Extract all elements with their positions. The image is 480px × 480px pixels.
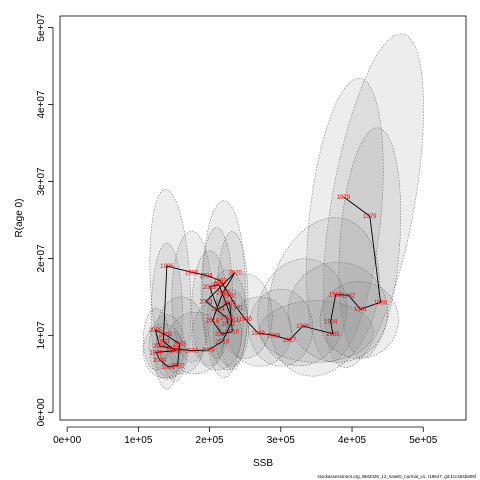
year-label-2002: 2002 [171,363,185,369]
year-label-2009: 2009 [201,348,215,354]
year-label-1992: 1992 [223,293,237,299]
year-label-1980: 1980 [374,300,388,306]
year-label-2020: 2020 [229,270,243,276]
confidence-ellipse-4 [257,258,347,367]
confidence-ellipse-0 [322,33,424,368]
confidence-ellipse-25 [259,300,374,363]
year-label-1997: 1997 [157,340,171,346]
y-axis-label: R(age 0) [14,199,25,238]
y-tick-label-0: 0e+00 [36,398,47,427]
confidence-ellipse-8 [217,273,273,359]
year-label-2003: 2003 [173,342,187,348]
confidence-ellipse-14 [200,227,233,359]
year-label-2007: 2007 [166,346,180,352]
year-label-1989: 1989 [251,331,265,337]
x-tick-label-4: 4e+05 [338,435,367,446]
confidence-ellipse-6 [248,288,314,367]
year-label-2015: 2015 [223,300,237,306]
confidence-ellipse-10 [150,242,183,390]
year-label-2000: 2000 [153,358,167,364]
year-label-1998: 1998 [169,349,183,355]
confidence-ellipse-9 [149,188,192,382]
year-label-2011: 2011 [226,318,240,324]
year-label-2019: 2019 [216,290,230,296]
year-label-1994: 1994 [199,273,213,279]
year-label-1999: 1999 [149,350,163,356]
x-tick-label-5: 5e+05 [409,435,438,446]
year-label-1982: 1982 [342,293,356,299]
year-label-1986: 1986 [296,324,310,330]
y-tick-label-4: 4e+07 [36,90,47,119]
year-label-2012: 2012 [212,283,226,289]
year-label-1991: 1991 [230,306,244,312]
year-label-1985: 1985 [326,332,340,338]
year-label-2018: 2018 [206,319,220,325]
year-label-2013: 2013 [203,285,217,291]
year-label-1987: 1987 [283,338,297,344]
sr-path-line [154,196,382,368]
year-label-1988: 1988 [267,333,281,339]
confidence-ellipse-3 [267,217,380,377]
x-tick-label-2: 2e+05 [196,435,225,446]
confidence-ellipse-11 [171,231,213,363]
y-tick-label-3: 3e+07 [36,167,47,196]
confidence-ellipse-20 [166,311,225,375]
year-label-1984: 1984 [324,320,338,326]
year-label-2022: 2022 [220,316,234,322]
year-label-2005: 2005 [149,328,163,334]
year-label-2021: 2021 [199,299,213,305]
year-label-2008: 2008 [185,349,199,355]
x-tick-label-1: 1e+05 [124,435,153,446]
confidence-ellipses [143,33,424,390]
confidence-ellipse-5 [287,261,388,363]
year-label-2016: 2016 [226,330,240,336]
axes: 0e+00 1e+05 2e+05 3e+05 4e+05 5e+05 0e+00 1e+07… [36,13,467,446]
confidence-ellipse-1 [306,77,384,362]
year-label-2017: 2017 [215,332,229,338]
year-label-1993: 1993 [214,279,228,285]
year-label-1978: 1978 [337,195,351,201]
y-tick-label-1: 1e+07 [36,321,47,350]
x-axis-label: SSB [253,458,273,469]
year-label-2023: 2023 [221,322,235,328]
year-label-2004: 2004 [159,333,173,339]
confidence-ellipse-18 [143,323,184,378]
time-series-path [154,196,382,368]
year-label-2010: 2010 [216,340,230,346]
year-label-1996: 1996 [160,264,174,270]
year-label-1995: 1995 [185,270,199,276]
confidence-ellipse-23 [143,308,170,371]
plot-frame [59,15,467,421]
year-label-1983: 1983 [329,293,343,299]
footnote: stockassessment.org, BM2026_12_newID_nor… [317,474,476,479]
confidence-ellipse-21 [191,300,242,371]
year-label-1979: 1979 [363,214,377,220]
x-tick-label-0: 0e+00 [53,435,82,446]
x-tick-label-3: 3e+05 [267,435,296,446]
year-label-2006: 2006 [153,344,167,350]
confidence-ellipse-26 [319,281,399,359]
y-tick-label-2: 2e+07 [36,244,47,273]
year-label-2014: 2014 [211,307,225,313]
confidence-ellipse-22 [155,296,207,375]
y-tick-label-5: 5e+07 [36,13,47,42]
year-label-2001: 2001 [162,365,176,371]
year-label-1990: 1990 [239,317,253,323]
year-label-1981: 1981 [354,307,368,313]
confidence-ellipse-24 [212,288,250,367]
